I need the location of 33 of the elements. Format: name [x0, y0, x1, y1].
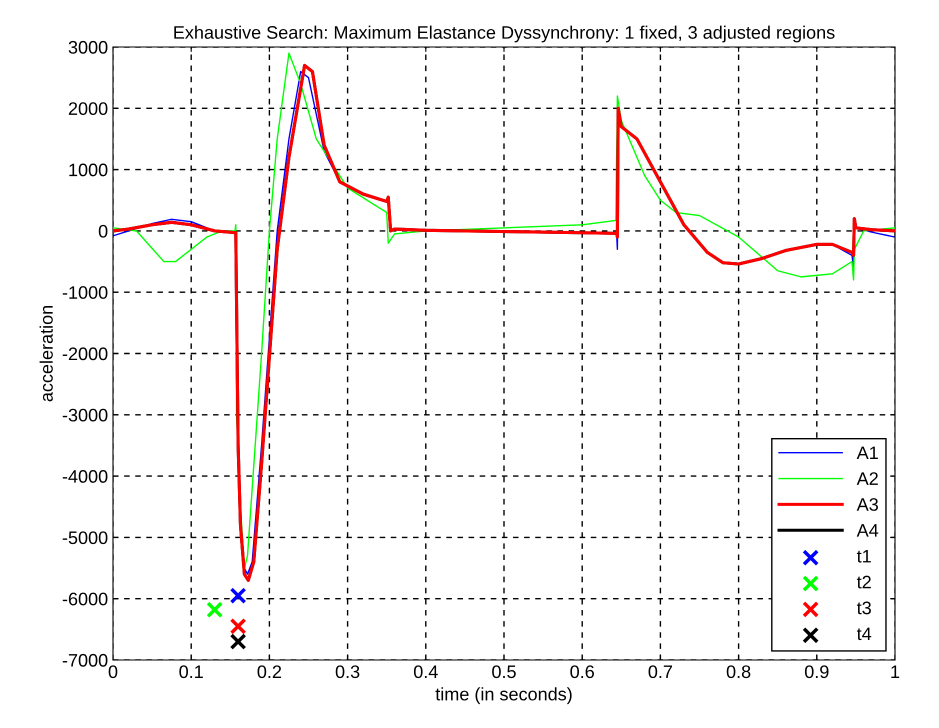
x-tick-label: 0.4: [414, 665, 438, 678]
legend-label: t3: [856, 602, 871, 614]
y-axis-title: acceleration: [40, 306, 53, 402]
x-tick-label: 0.7: [648, 665, 672, 678]
y-tick-label: -4000: [62, 470, 108, 483]
x-tick-label: 1: [891, 666, 900, 678]
y-tick-label: -5000: [62, 531, 108, 544]
y-tick-label: -6000: [62, 592, 108, 606]
legend-label: t4: [856, 628, 872, 640]
x-axis-title: time (in seconds): [436, 687, 572, 704]
x-tick-label: 0.8: [726, 665, 750, 678]
y-tick-label: 1000: [69, 164, 108, 176]
y-tick-label: 3000: [68, 40, 108, 54]
legend-label: t2: [856, 576, 871, 588]
x-tick-label: 0.2: [258, 665, 282, 678]
x-tick-label: 0.9: [804, 665, 828, 678]
legend-label: A4: [856, 524, 878, 537]
x-tick-label: 0.1: [179, 665, 203, 678]
y-tick-label: 2000: [68, 102, 108, 116]
x-tick-label: 0.3: [336, 665, 360, 678]
legend-label: A3: [856, 498, 878, 511]
legend-label: t1: [856, 550, 871, 563]
y-tick-label: 0: [98, 224, 108, 238]
chart-title: Exhaustive Search: Maximum Elastance Dyssynchrony: 1 fixed, 3 adjusted regions: [174, 26, 835, 42]
x-tick-label: 0: [108, 665, 118, 678]
y-tick-label: -2000: [62, 347, 108, 360]
x-tick-label: 0.6: [570, 665, 594, 678]
legend-label: A1: [856, 446, 878, 459]
x-tick-label: 0.5: [492, 665, 516, 678]
y-tick-label: -1000: [62, 286, 108, 299]
y-tick-label: -7000: [62, 654, 108, 667]
legend-label: A2: [856, 472, 878, 485]
y-tick-label: -3000: [62, 408, 108, 422]
